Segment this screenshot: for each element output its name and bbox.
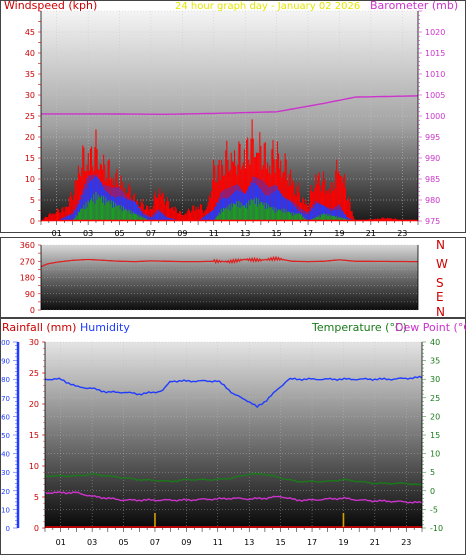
rainfall-y-tick-label: 0 (34, 524, 39, 533)
compass-w: W (436, 257, 448, 271)
humidity-y-tick-label: 80 (1, 376, 10, 384)
barometer-y-tick-label: 1000 (425, 112, 445, 121)
wind-y-tick-label: 5 (30, 196, 35, 205)
rainfall-label: Rainfall (mm) (2, 321, 76, 334)
barometer-y-tick-label: 1015 (425, 49, 445, 58)
barometer-y-tick-label: 1010 (425, 70, 445, 79)
wind-x-tick-label: 03 (83, 229, 93, 238)
barometer-y-tick-label: 995 (425, 133, 440, 142)
wind-y-tick-label: 10 (25, 175, 35, 184)
climate-x-tick-label: 11 (213, 538, 223, 547)
wind-y-tick-label: 25 (25, 112, 35, 121)
temperature-y-tick-label: 40 (430, 338, 440, 347)
compass-s: S (436, 276, 444, 290)
climate-x-tick-label: 23 (401, 538, 411, 547)
rainfall-y-tick-label: 5 (34, 493, 39, 502)
humidity-y-tick-label: 0 (6, 525, 10, 533)
wind-x-tick-label: 01 (52, 229, 62, 238)
temperature-y-tick-label: 25 (430, 394, 440, 403)
climate-plot-area (45, 342, 422, 528)
humidity-label: Humidity (80, 321, 130, 334)
wind-x-tick-label: 19 (334, 229, 344, 238)
temperature-y-tick-label: 15 (430, 431, 440, 440)
temperature-y-tick-label: 10 (430, 450, 440, 459)
compass-n-top: N (436, 238, 445, 252)
wind-x-tick-label: 09 (177, 229, 187, 238)
wind-x-tick-label: 15 (272, 229, 282, 238)
humidity-y-tick-label: 50 (1, 432, 10, 440)
graph-title: 24 hour graph day - January 02 2026 (175, 1, 360, 12)
climate-x-tick-label: 05 (118, 538, 128, 547)
direction-line (40, 255, 418, 268)
rainfall-y-tick-label: 20 (29, 400, 39, 409)
wind-x-tick-label: 21 (366, 229, 376, 238)
humidity-y-tick-label: 100 (0, 339, 10, 347)
windspeed-label: Windspeed (kph) (4, 0, 97, 12)
temperature-label: Temperature (°C) (311, 321, 407, 334)
dewpoint-label: Dew Point (°C) (395, 321, 466, 334)
wind-y-tick-label: 20 (25, 133, 35, 142)
temperature-y-tick-label: 20 (430, 412, 440, 421)
barometer-line (41, 95, 419, 115)
climate-x-tick-label: 17 (307, 538, 317, 547)
wind-y-tick-label: 45 (25, 28, 35, 37)
direction-y-tick-label: 360 (20, 241, 35, 250)
temperature-y-tick-label: -10 (430, 524, 443, 533)
climate-x-tick-label: 19 (338, 538, 348, 547)
climate-x-tick-label: 01 (56, 538, 66, 547)
humidity-y-tick-label: 70 (1, 395, 10, 403)
temperature-y-tick-label: -5 (430, 505, 438, 514)
wind-x-tick-label: 13 (240, 229, 250, 238)
barometer-y-tick-label: 1005 (425, 91, 445, 100)
wind-y-tick-label: 15 (25, 154, 35, 163)
wind-y-tick-label: 30 (25, 91, 35, 100)
barometer-label: Barometer (mb) (370, 0, 458, 12)
direction-y-tick-label: 270 (20, 257, 35, 266)
humidity-y-tick-label: 30 (1, 469, 10, 477)
barometer-y-tick-label: 980 (425, 196, 440, 205)
humidity-line (44, 375, 423, 409)
temperature-y-tick-label: 30 (430, 375, 440, 384)
direction-y-tick-label: 180 (20, 274, 35, 283)
barometer-y-tick-label: 975 (425, 217, 440, 226)
dewpoint-line (44, 490, 423, 504)
wind-x-tick-label: 07 (146, 229, 156, 238)
wind-x-tick-label: 05 (114, 229, 124, 238)
direction-plot-area (41, 245, 418, 310)
barometer-y-tick-label: 990 (425, 154, 440, 163)
climate-x-tick-label: 07 (150, 538, 160, 547)
wind-x-tick-label: 17 (303, 229, 313, 238)
temperature-y-tick-label: 5 (430, 468, 435, 477)
humidity-y-tick-label: 90 (1, 358, 10, 366)
wind-x-tick-label: 23 (397, 229, 407, 238)
climate-x-tick-label: 09 (181, 538, 191, 547)
temperature-y-tick-label: 0 (430, 487, 435, 496)
rainfall-y-tick-label: 30 (29, 338, 39, 347)
barometer-y-tick-label: 1020 (425, 28, 445, 37)
climate-x-tick-label: 03 (87, 538, 97, 547)
compass-n-bottom: N (436, 305, 445, 319)
climate-x-tick-label: 13 (244, 538, 254, 547)
direction-y-tick-label: 0 (30, 306, 35, 315)
humidity-y-tick-label: 60 (1, 413, 10, 421)
temperature-line (44, 472, 423, 487)
climate-x-tick-label: 15 (276, 538, 286, 547)
temperature-y-tick-label: 35 (430, 357, 440, 366)
wind-y-tick-label: 35 (25, 70, 35, 79)
wind-y-tick-label: 0 (30, 217, 35, 226)
rainfall-y-tick-label: 25 (29, 369, 39, 378)
humidity-y-tick-label: 20 (1, 488, 10, 496)
compass-e: E (436, 290, 444, 304)
wind-y-tick-label: 40 (25, 49, 35, 58)
humidity-y-tick-label: 40 (1, 451, 10, 459)
barometer-y-tick-label: 985 (425, 175, 440, 184)
rainfall-y-tick-label: 15 (29, 431, 39, 440)
humidity-y-tick-label: 10 (1, 506, 10, 514)
rainfall-y-tick-label: 10 (29, 462, 39, 471)
direction-y-tick-label: 90 (25, 290, 35, 299)
climate-x-tick-label: 21 (370, 538, 380, 547)
wind-x-tick-label: 11 (209, 229, 219, 238)
